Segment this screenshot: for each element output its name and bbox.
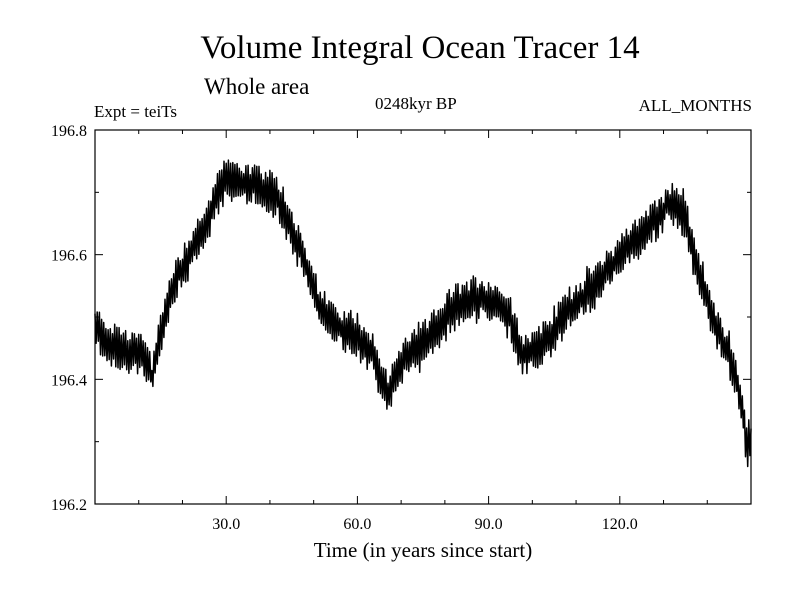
x-tick-label: 120.0	[602, 516, 638, 533]
y-tick-label: 196.6	[51, 248, 87, 265]
x-tick-label: 60.0	[343, 516, 371, 533]
series-line	[94, 159, 752, 468]
chart-title: Volume Integral Ocean Tracer 14	[200, 30, 640, 66]
months-label: ALL_MONTHS	[638, 96, 752, 115]
y-tick-label: 196.2	[51, 497, 87, 514]
period-label: 0248kyr BP	[375, 94, 457, 113]
plot-frame	[94, 129, 752, 505]
experiment-label: Expt = teiTs	[94, 102, 177, 121]
x-tick-label: 90.0	[475, 516, 503, 533]
x-axis-label: Time (in years since start)	[313, 538, 533, 562]
chart-subtitle: Whole area	[204, 74, 310, 99]
y-tick-label: 196.4	[51, 372, 87, 389]
y-tick-label: 196.8	[51, 123, 87, 140]
x-tick-label: 30.0	[212, 516, 240, 533]
